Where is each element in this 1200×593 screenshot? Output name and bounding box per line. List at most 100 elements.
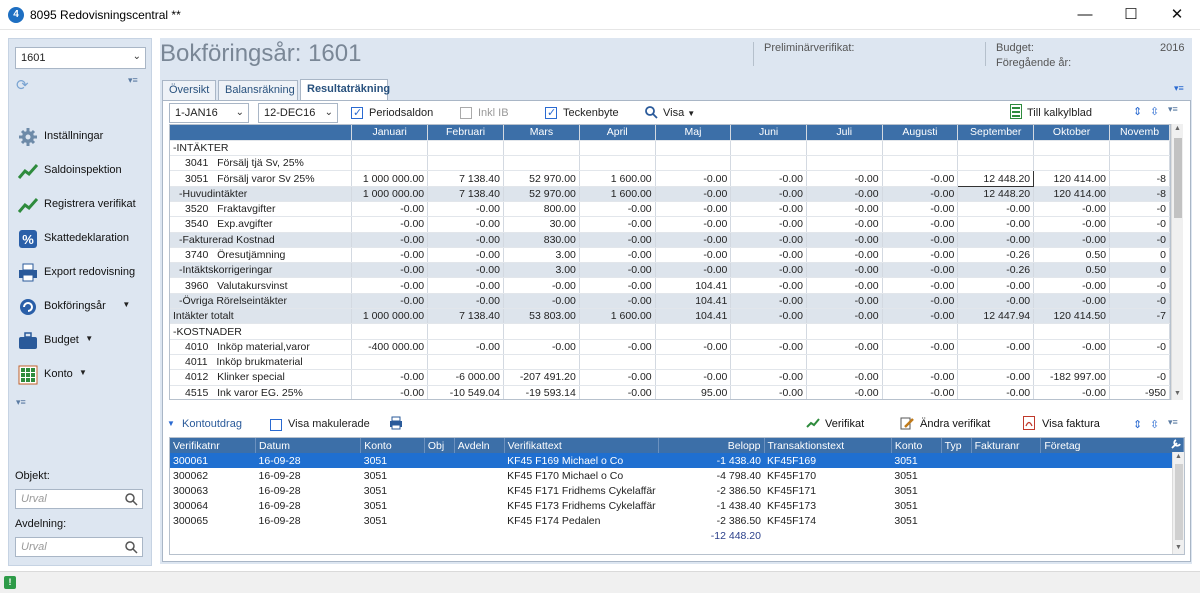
table-cell[interactable] (1033, 323, 1111, 340)
table-row[interactable]: 4010 Inköp material,varor -400 000.00 -0.0… (170, 339, 1170, 355)
table-row[interactable]: -Övriga Rörelseintäkter -0.00 -0.00 -0.00 -0… (170, 293, 1170, 310)
table-cell[interactable]: -0.00 (957, 385, 1035, 399)
table-cell[interactable]: -0.00 (730, 216, 807, 233)
maximize-button[interactable]: ☐ (1124, 6, 1138, 23)
table-cell[interactable]: -0.00 (882, 385, 959, 399)
table-cell[interactable] (957, 354, 1035, 371)
expand-icon[interactable]: ⇕ (1133, 106, 1143, 118)
table-cell[interactable]: 1 000 000.00 (351, 170, 429, 187)
table-cell[interactable]: -0.00 (730, 186, 807, 202)
table-cell[interactable] (655, 354, 732, 371)
close-button[interactable]: ✕ (1170, 6, 1184, 23)
table-cell[interactable]: -0.00 (351, 247, 429, 264)
table-row[interactable]: 4011 Inköp brukmaterial (170, 354, 1170, 371)
table-cell[interactable] (503, 140, 580, 157)
table-cell[interactable] (1109, 155, 1170, 172)
column-header[interactable]: Novemb (1109, 125, 1170, 141)
table-row[interactable]: -Fakturerad Kostnad -0.00 -0.00 830.00 -0.00… (170, 232, 1170, 248)
table-cell[interactable]: -0.00 (882, 369, 959, 386)
table-cell[interactable]: 1 600.00 (579, 308, 656, 325)
table-cell[interactable]: -0.00 (655, 262, 732, 279)
tab-balansrakning[interactable]: Balansräkning (218, 80, 298, 100)
table-cell[interactable]: -0.00 (579, 232, 656, 248)
table-cell[interactable] (1109, 140, 1170, 157)
column-header[interactable]: Konto (360, 438, 425, 453)
table-cell[interactable]: -0.00 (806, 247, 883, 264)
table-cell[interactable]: -8 (1109, 186, 1170, 202)
table-cell[interactable] (806, 354, 883, 371)
table-cell[interactable]: -0.00 (655, 216, 732, 233)
table-cell[interactable]: -0.00 (806, 385, 883, 399)
sidebar-item-saldoinspektion[interactable]: Saldoinspektion (16, 159, 152, 183)
table-cell[interactable]: -0.00 (882, 339, 959, 355)
table-cell[interactable]: -0.00 (427, 232, 504, 248)
visa-faktura-button[interactable]: Visa faktura (1042, 418, 1100, 430)
table-cell[interactable]: -0.00 (1033, 339, 1111, 355)
table-cell[interactable] (351, 354, 429, 371)
table-cell[interactable] (882, 140, 959, 157)
table-cell[interactable]: 3.00 (503, 247, 580, 264)
table-cell[interactable]: -0.00 (503, 277, 580, 294)
collapse-icon[interactable]: ⇳ (1150, 106, 1160, 118)
table-cell[interactable] (730, 354, 807, 371)
column-header[interactable]: Augusti (882, 125, 959, 141)
column-header[interactable]: Verifikatnr (170, 438, 257, 453)
andra-verifikat-button[interactable]: Ändra verifikat (920, 418, 991, 430)
table-cell[interactable] (806, 140, 883, 157)
table-cell[interactable]: -0.00 (730, 385, 807, 399)
scroll-up-icon[interactable]: ▲ (1174, 125, 1181, 132)
table-cell[interactable]: -0.00 (655, 201, 732, 218)
to-date-select[interactable]: 12-DEC16 ⌄ (258, 103, 338, 123)
table-cell[interactable]: -0.00 (351, 201, 429, 218)
table-cell[interactable]: -0.00 (730, 232, 807, 248)
table-cell[interactable]: -0.00 (427, 216, 504, 233)
scroll-down-icon[interactable]: ▼ (1175, 544, 1182, 551)
table-cell[interactable]: 104.41 (655, 293, 732, 310)
table-cell[interactable]: -0.00 (655, 247, 732, 264)
table-cell[interactable]: 120 414.50 (1033, 308, 1111, 325)
table-cell[interactable]: -6 000.00 (427, 369, 504, 386)
table-cell[interactable]: 30.00 (503, 216, 580, 233)
sidebar-item-bokföringsår[interactable]: Bokföringsår ▼ (16, 295, 152, 319)
table-cell[interactable]: -0.00 (806, 216, 883, 233)
grid-vertical-scrollbar[interactable]: ▲ ▼ (1171, 124, 1183, 400)
column-header[interactable]: Konto (891, 438, 942, 453)
kontoutdrag-grid[interactable]: Verifikatnr Datum Konto Obj Avdeln Verifikatt… (169, 437, 1185, 555)
table-cell[interactable] (655, 140, 732, 157)
table-cell[interactable] (503, 155, 580, 172)
table-cell[interactable]: -0.00 (957, 216, 1035, 233)
scroll-down-icon[interactable]: ▼ (1174, 390, 1181, 397)
sidebar-item-konto[interactable]: Konto ▼ (16, 363, 152, 387)
visa-makulerade-checkbox[interactable] (270, 419, 282, 431)
table-cell[interactable]: -0 (1109, 201, 1170, 218)
table-row[interactable]: 3051 Försälj varor Sv 25% 1 000 000.00 7 1… (170, 170, 1170, 187)
table-cell[interactable] (351, 155, 429, 172)
table-cell[interactable]: -0.00 (427, 293, 504, 310)
inkl-ib-checkbox[interactable] (460, 107, 472, 119)
table-cell[interactable]: -0.00 (655, 232, 732, 248)
table-cell[interactable]: 12 448.20 (957, 170, 1035, 187)
table-row[interactable]: 3520 Fraktavgifter -0.00 -0.00 800.00 -0.00-… (170, 201, 1170, 218)
collapse-icon[interactable]: ⇳ (1150, 419, 1160, 431)
table-cell[interactable]: -0.00 (806, 339, 883, 355)
table-cell[interactable]: -7 (1109, 308, 1170, 325)
table-cell[interactable] (427, 323, 504, 340)
table-row[interactable]: 3740 Öresutjämning -0.00 -0.00 3.00 -0.00 -0.… (170, 247, 1170, 264)
table-cell[interactable] (882, 354, 959, 371)
table-cell[interactable] (503, 323, 580, 340)
table-cell[interactable]: -400 000.00 (351, 339, 429, 355)
table-cell[interactable]: -0.26 (957, 247, 1035, 264)
table-cell[interactable]: 120 414.00 (1033, 186, 1111, 202)
table-cell[interactable]: -0.00 (882, 293, 959, 310)
table-cell[interactable]: 104.41 (655, 308, 732, 325)
scroll-thumb[interactable] (1174, 138, 1182, 218)
list-item[interactable]: 300064 16-09-28 3051 KF45 F173 Fridhems Cyk… (170, 498, 1184, 513)
lower-vertical-scrollbar[interactable]: ▲ ▼ (1172, 452, 1184, 554)
table-cell[interactable] (1109, 323, 1170, 340)
column-header[interactable]: Januari (351, 125, 429, 141)
table-cell[interactable]: 830.00 (503, 232, 580, 248)
info-icon[interactable]: ! (4, 576, 16, 589)
column-header[interactable]: September (957, 125, 1035, 141)
table-cell[interactable]: -0.00 (730, 369, 807, 386)
table-cell[interactable]: -0.00 (882, 216, 959, 233)
